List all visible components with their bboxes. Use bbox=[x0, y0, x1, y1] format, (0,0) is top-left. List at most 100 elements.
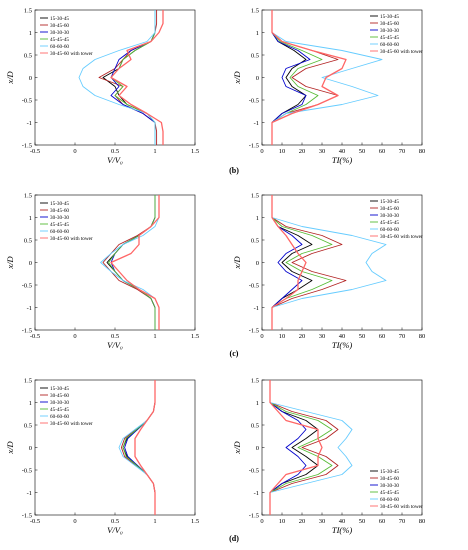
y-tick-label: 1.5 bbox=[251, 377, 259, 384]
legend-entry: 15-30-45 bbox=[380, 199, 399, 205]
series-line-1 bbox=[122, 380, 156, 515]
x-tick-label: 0.5 bbox=[111, 148, 119, 155]
legend-entry: 45-45-45 bbox=[50, 407, 69, 413]
x-tick-label: 40 bbox=[339, 333, 346, 340]
legend-entry: 30-45-60 bbox=[380, 206, 399, 212]
x-tick-label: 1.5 bbox=[191, 333, 199, 340]
legend-entry: 30-30-30 bbox=[50, 215, 69, 221]
y-tick-label: 0.5 bbox=[251, 422, 259, 429]
y-axis-label: x/D bbox=[5, 441, 15, 455]
series-line-4 bbox=[269, 380, 333, 515]
series-line-4 bbox=[271, 195, 333, 330]
legend-entry: 15-30-45 bbox=[50, 386, 69, 392]
x-tick-label: 1.5 bbox=[191, 148, 199, 155]
x-axis-label: TI(%) bbox=[332, 340, 352, 350]
series-line-1 bbox=[271, 10, 307, 145]
chart-panel-0: -0.5 0 0.5 1 1.5 -1.5 -1 -0.5 0 0.5 1 1.5 V/V₀ x/D 15-… bbox=[5, 7, 199, 165]
series-line-4 bbox=[122, 380, 156, 515]
series-line-5 bbox=[271, 10, 383, 145]
x-tick-label: 70 bbox=[399, 518, 406, 525]
legend-entry: 45-45-45 bbox=[50, 37, 69, 43]
x-tick-label: -0.5 bbox=[30, 518, 40, 525]
series-line-5 bbox=[269, 380, 353, 515]
series-line-3 bbox=[124, 380, 156, 515]
series-line-5 bbox=[271, 195, 387, 330]
series-line-1 bbox=[106, 195, 156, 330]
y-tick-label: 1 bbox=[256, 400, 259, 407]
x-tick-label: 20 bbox=[299, 333, 306, 340]
y-tick-label: -1.5 bbox=[249, 327, 259, 334]
legend-entry: 60-60-60 bbox=[380, 227, 399, 233]
series-line-6 bbox=[110, 195, 160, 330]
series-line-2 bbox=[269, 380, 339, 515]
legend-entry: 30-45-60 with tower bbox=[380, 49, 423, 55]
y-tick-label: -1.5 bbox=[249, 142, 259, 149]
y-tick-label: 0 bbox=[29, 75, 32, 82]
legend-entry: 30-45-60 with tower bbox=[50, 421, 93, 427]
legend-entry: 30-45-60 with tower bbox=[50, 236, 93, 242]
panel-label: (c) bbox=[230, 349, 239, 358]
legend-entry: 30-30-30 bbox=[50, 400, 69, 406]
x-tick-label: 70 bbox=[399, 148, 406, 155]
y-tick-label: 1.5 bbox=[24, 377, 32, 384]
y-tick-label: 0 bbox=[256, 260, 259, 267]
legend-entry: 30-45-60 bbox=[50, 208, 69, 214]
x-axis-label: V/V₀ bbox=[107, 340, 123, 350]
y-tick-label: -0.5 bbox=[249, 282, 259, 289]
y-tick-label: -1.5 bbox=[22, 327, 32, 334]
x-axis-label: V/V₀ bbox=[107, 525, 123, 535]
legend-entry: 45-45-45 bbox=[380, 220, 399, 226]
panel-label: (b) bbox=[229, 166, 239, 175]
y-tick-label: 0 bbox=[29, 260, 32, 267]
y-tick-label: 1 bbox=[256, 215, 259, 222]
y-tick-label: 0 bbox=[256, 445, 259, 452]
legend-entry: 15-30-45 bbox=[50, 16, 69, 22]
y-tick-label: 0.5 bbox=[251, 52, 259, 59]
y-tick-label: -1.5 bbox=[22, 512, 32, 519]
y-tick-label: 0.5 bbox=[24, 422, 32, 429]
x-tick-label: 80 bbox=[419, 518, 426, 525]
legend-entry: 30-45-60 bbox=[50, 23, 69, 29]
x-tick-label: 10 bbox=[279, 333, 286, 340]
x-tick-label: 0 bbox=[73, 518, 76, 525]
y-tick-label: 1.5 bbox=[251, 7, 259, 14]
series-line-2 bbox=[120, 380, 156, 515]
x-tick-label: -0.5 bbox=[30, 148, 40, 155]
legend-entry: 30-30-30 bbox=[380, 28, 399, 34]
x-tick-label: 10 bbox=[279, 148, 286, 155]
legend-entry: 30-30-30 bbox=[380, 483, 399, 489]
series-line-6 bbox=[269, 380, 323, 515]
x-tick-label: 70 bbox=[399, 333, 406, 340]
x-tick-label: 1 bbox=[153, 518, 156, 525]
legend-entry: 30-30-30 bbox=[380, 213, 399, 219]
x-axis-label: V/V₀ bbox=[107, 155, 123, 165]
legend-entry: 30-30-30 bbox=[50, 30, 69, 36]
x-tick-label: 20 bbox=[299, 518, 306, 525]
series-line-5 bbox=[78, 10, 156, 145]
x-tick-label: 0.5 bbox=[111, 333, 119, 340]
series-line-2 bbox=[271, 195, 347, 330]
y-axis-label: x/D bbox=[5, 256, 15, 270]
legend-entry: 60-60-60 bbox=[50, 44, 69, 50]
legend-entry: 15-30-45 bbox=[380, 469, 399, 475]
y-tick-label: 0 bbox=[256, 75, 259, 82]
y-tick-label: -1 bbox=[27, 120, 32, 127]
x-tick-label: 80 bbox=[419, 148, 426, 155]
x-tick-label: 0.5 bbox=[111, 518, 119, 525]
legend-entry: 45-45-45 bbox=[380, 35, 399, 41]
series-line-2 bbox=[98, 10, 158, 145]
y-tick-label: -0.5 bbox=[22, 467, 32, 474]
y-tick-label: -1 bbox=[27, 305, 32, 312]
series-line-6 bbox=[271, 195, 307, 330]
series-line-4 bbox=[271, 10, 323, 145]
y-tick-label: -0.5 bbox=[22, 97, 32, 104]
y-axis-label: x/D bbox=[232, 441, 242, 455]
y-tick-label: -1.5 bbox=[22, 142, 32, 149]
y-tick-label: 0.5 bbox=[24, 52, 32, 59]
legend-entry: 15-30-45 bbox=[50, 201, 69, 207]
chart-panel-4: -0.5 0 0.5 1 1.5 -1.5 -1 -0.5 0 0.5 1 1.5 V/V₀ x/D 15-… bbox=[5, 377, 199, 535]
x-tick-label: -0.5 bbox=[30, 333, 40, 340]
chart-panel-5: 0 10 20 30 40 50 60 70 80 -1.5 -1 -0.5 0 0.5 1 1.5 TI(%)… bbox=[232, 377, 425, 535]
y-tick-label: -1.5 bbox=[249, 512, 259, 519]
legend-entry: 30-45-60 bbox=[380, 21, 399, 27]
